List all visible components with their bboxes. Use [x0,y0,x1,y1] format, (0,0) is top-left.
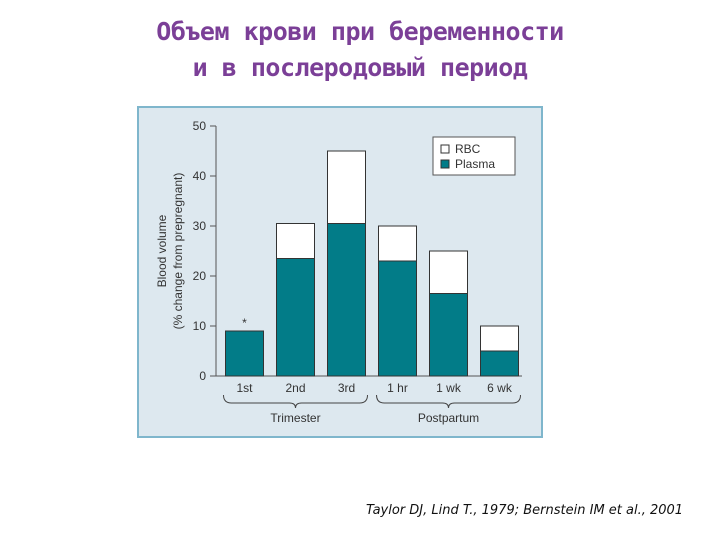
bar-plasma-1-hr [378,260,417,377]
x-tick-label-3rd: 3rd [338,381,355,395]
y-tick-label-50: 50 [193,119,207,133]
bar-rbc-3rd [327,150,366,224]
x-tick-label-1st: 1st [236,381,253,395]
group-label-postpartum: Postpartum [418,411,479,425]
x-tick-label-1-wk: 1 wk [436,381,462,395]
bar-rbc-2nd [276,223,315,259]
y-tick-label-30: 30 [193,219,207,233]
bar-rbc-1-hr [378,225,417,262]
legend-swatch-rbc [440,144,450,154]
y-tick-label-20: 20 [193,269,207,283]
legend-label-rbc: RBC [455,142,481,156]
annotation-asterisk: * [242,316,247,330]
legend-box [432,136,516,176]
bar-plasma-2nd [276,258,315,377]
x-tick-label-1-hr: 1 hr [387,381,408,395]
bar-plasma-1-wk [429,293,468,377]
bar-plasma-6-wk [480,350,519,377]
y-tick-label-40: 40 [193,169,207,183]
y-tick-label-10: 10 [193,319,207,333]
y-axis-title-line-2: (% change from prepregnant) [171,173,185,330]
bar-rbc-6-wk [480,325,519,352]
x-tick-label-6-wk: 6 wk [487,381,513,395]
slide-title: Объем крови при беременности и в послеро… [0,14,720,86]
citation: Taylor DJ, Lind T., 1979; Bernstein IM e… [366,503,684,518]
legend-swatch-plasma [440,159,450,169]
group-label-trimester: Trimester [270,411,320,425]
group-brace-trimester [223,394,368,409]
x-tick-label-2nd: 2nd [285,381,305,395]
slide-title-line-2: и в послеродовый период [192,53,528,82]
y-axis-title-line-1: Blood volume [155,214,169,287]
bar-rbc-1-wk [429,250,468,294]
y-tick-label-0: 0 [199,369,206,383]
slide-title-line-1: Объем крови при беременности [156,17,564,46]
group-brace-postpartum [376,394,521,409]
bar-plasma-1st [225,330,264,377]
bar-plasma-3rd [327,223,366,377]
legend-label-plasma: Plasma [455,157,495,171]
